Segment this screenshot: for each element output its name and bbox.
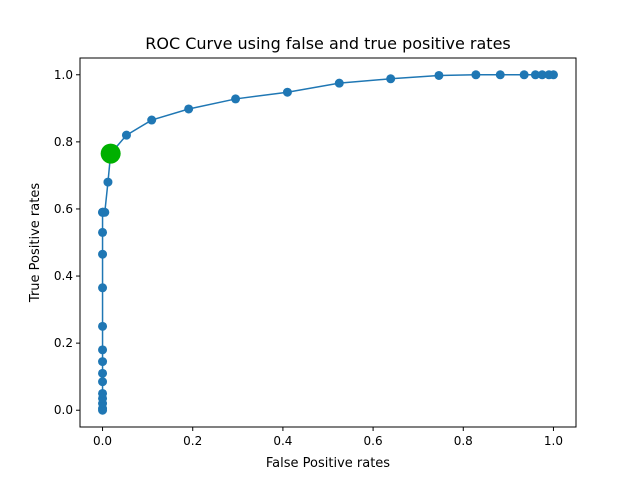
x-tick-label: 0.4	[273, 434, 292, 448]
data-point	[231, 94, 241, 104]
data-point	[98, 249, 108, 259]
data-point	[98, 357, 108, 367]
data-point	[471, 70, 481, 80]
data-point	[98, 345, 108, 355]
data-point	[103, 177, 113, 187]
data-point	[519, 70, 529, 80]
x-tick-label: 0.2	[183, 434, 202, 448]
y-axis-label: True Positive rates	[28, 183, 43, 303]
data-point	[434, 70, 444, 80]
axis-ticks: 0.0 0.2 0.4 0.6 0.8 1.0 0.0 0.2 0.4 0.6 0.8 1.0	[54, 68, 563, 448]
plot-frame	[79, 57, 577, 428]
y-tick-label: 0.4	[54, 269, 73, 283]
data-point	[98, 377, 108, 387]
data-point	[100, 207, 110, 217]
data-point	[548, 70, 558, 80]
data-point	[537, 70, 547, 80]
data-point	[147, 115, 157, 125]
series-layer	[98, 70, 558, 415]
data-point	[98, 283, 108, 293]
x-axis-label: False Positive rates	[266, 456, 390, 471]
data-point	[98, 321, 108, 331]
data-point	[121, 130, 131, 140]
data-point	[530, 70, 540, 80]
y-tick-label: 1.0	[54, 68, 73, 82]
data-point	[495, 70, 505, 80]
x-tick-label: 0.0	[93, 434, 112, 448]
data-point	[184, 104, 194, 114]
y-tick-label: 0.6	[54, 202, 73, 216]
x-tick-label: 1.0	[544, 434, 563, 448]
data-point	[98, 388, 108, 398]
chart-title: ROC Curve using false and true positive …	[145, 34, 511, 53]
y-tick-label: 0.2	[54, 336, 73, 350]
data-point	[334, 78, 344, 88]
y-tick-label: 0.0	[54, 403, 73, 417]
data-point	[386, 74, 396, 84]
data-point	[282, 87, 292, 97]
x-tick-label: 0.8	[454, 434, 473, 448]
x-tick-label: 0.6	[364, 434, 383, 448]
optimal-threshold-point	[100, 143, 121, 164]
data-point	[98, 227, 108, 237]
y-tick-label: 0.8	[54, 135, 73, 149]
data-point	[98, 368, 108, 378]
